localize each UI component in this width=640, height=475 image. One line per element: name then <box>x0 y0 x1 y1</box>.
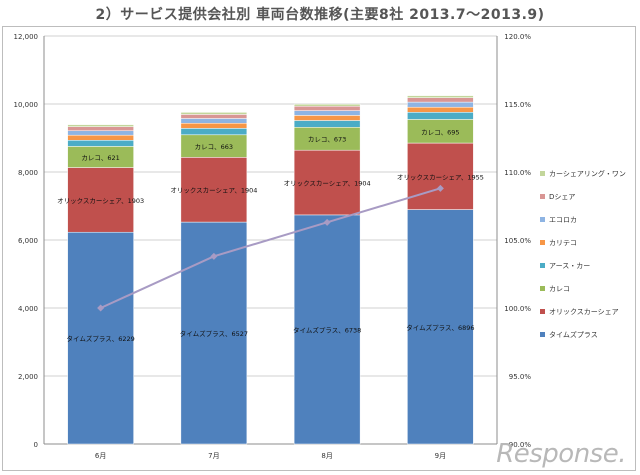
x-tick-label: 6月 <box>95 452 106 460</box>
y-tick-label-right: 115.0% <box>504 101 531 109</box>
data-label: オリックスカーシェア、1904 <box>284 180 371 188</box>
legend-label: カーシェアリング・ワン <box>549 169 626 178</box>
bar-segment <box>67 124 134 127</box>
legend-swatch <box>540 194 545 199</box>
bar-segment <box>407 112 474 120</box>
data-label: カレコ、621 <box>81 154 119 162</box>
data-label: カレコ、663 <box>195 143 233 151</box>
bar-segment <box>293 214 361 445</box>
data-label: タイムズプラス、6896 <box>406 323 474 332</box>
bar-segment <box>67 134 134 141</box>
data-label: カレコ、673 <box>308 136 346 144</box>
y-tick-label-left: 0 <box>34 441 38 449</box>
legend-label: Dシェア <box>549 193 575 201</box>
bar-segment <box>180 114 248 119</box>
legend-label: タイムズプラス <box>549 330 598 339</box>
bar-segment <box>293 105 361 111</box>
bar-segment <box>67 126 134 132</box>
bar-segment <box>180 118 248 124</box>
bar-segment <box>293 110 361 116</box>
legend-label: エコロカ <box>549 216 577 224</box>
bar-segment <box>67 167 134 233</box>
bar-segment <box>293 149 361 216</box>
bar-segment <box>407 142 474 210</box>
y-tick-label-right: 90.0% <box>509 441 532 449</box>
data-label: オリックスカーシェア、1955 <box>397 173 484 181</box>
bar-segment <box>293 103 361 107</box>
line-marker <box>323 218 331 226</box>
bar-segment <box>407 97 474 103</box>
y-tick-label-right: 105.0% <box>504 237 531 245</box>
bar-segment <box>67 130 134 136</box>
line-marker <box>210 252 218 260</box>
y-tick-label-left: 8,000 <box>18 169 38 177</box>
growth-line <box>100 187 441 309</box>
x-tick-label: 9月 <box>435 452 446 460</box>
bar-segment <box>407 209 474 445</box>
legend-label: カレコ <box>549 285 570 293</box>
chart-frame <box>2 26 636 471</box>
legend-swatch <box>540 263 545 268</box>
legend-label: アース・カー <box>549 262 590 270</box>
data-label: オリックスカーシェア、1903 <box>57 197 144 205</box>
legend-swatch <box>540 309 545 314</box>
bar-segment <box>180 128 248 136</box>
line-marker <box>97 304 105 312</box>
y-tick-label-right: 95.0% <box>509 373 532 381</box>
y-tick-label-left: 2,000 <box>18 373 38 381</box>
y-tick-label-left: 6,000 <box>18 237 38 245</box>
bar-segment <box>180 157 248 223</box>
bar-segment <box>407 101 474 108</box>
bar-segment <box>293 120 361 128</box>
x-tick-label: 7月 <box>208 452 219 460</box>
y-tick-label-right: 100.0% <box>504 305 531 313</box>
legend-swatch <box>540 217 545 222</box>
data-label: タイムズプラス、6229 <box>66 334 134 343</box>
y-tick-label-left: 12,000 <box>14 33 39 41</box>
legend-label: オリックスカーシェア <box>549 308 619 316</box>
legend-swatch <box>540 332 545 337</box>
legend-label: カリテコ <box>549 239 577 247</box>
chart-title: 2）サービス提供会社別 車両台数推移(主要8社 2013.7〜2013.9) <box>95 7 545 23</box>
data-label: オリックスカーシェア、1904 <box>170 187 257 195</box>
bar-segment <box>293 115 361 121</box>
legend-swatch <box>540 240 545 245</box>
bar-segment <box>180 122 248 129</box>
legend-swatch <box>540 286 545 291</box>
bar-segment <box>407 95 474 98</box>
data-label: カレコ、695 <box>421 128 459 136</box>
bar-segment <box>407 106 474 113</box>
y-tick-label-left: 4,000 <box>18 305 38 313</box>
legend-swatch <box>540 171 545 176</box>
bar-segment <box>67 140 134 147</box>
bar-segment <box>180 112 248 115</box>
y-tick-label-right: 110.0% <box>504 169 531 177</box>
y-tick-label-right: 120.0% <box>504 33 531 41</box>
data-label: タイムズプラス、6527 <box>180 329 248 338</box>
watermark-logo: Response. <box>496 439 626 469</box>
y-tick-label-left: 10,000 <box>14 101 39 109</box>
x-tick-label: 8月 <box>321 452 332 460</box>
bar-segment <box>67 231 134 445</box>
data-label: タイムズプラス、6738 <box>293 325 361 334</box>
line-marker <box>436 184 444 192</box>
